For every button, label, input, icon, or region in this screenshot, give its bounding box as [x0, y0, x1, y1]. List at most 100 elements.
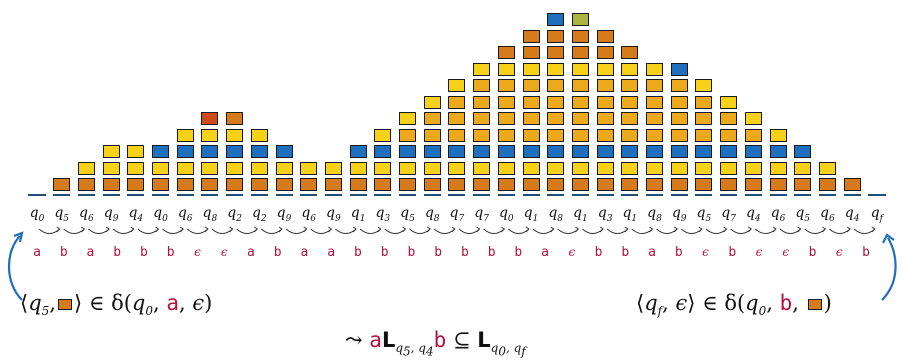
- transition-arc: [656, 228, 678, 234]
- formula-left-q: q: [28, 291, 42, 315]
- column-base: [596, 194, 614, 196]
- state-label: q5: [400, 205, 415, 224]
- transition-arc: [582, 228, 604, 234]
- right-curved-arrow-icon: [881, 237, 897, 301]
- stack-symbol: [176, 128, 194, 142]
- arrowhead-icon: [56, 226, 61, 233]
- column-base: [818, 194, 836, 196]
- arrowhead-icon: [451, 226, 456, 233]
- stack-symbol: [571, 161, 589, 175]
- column-base: [201, 194, 219, 196]
- input-letter: b: [460, 245, 469, 260]
- stack-symbol: [646, 145, 663, 158]
- stack-symbol: [152, 145, 169, 158]
- state-label: q9: [103, 205, 119, 224]
- column-base: [473, 194, 491, 196]
- column-base: [374, 194, 392, 196]
- column-base: [794, 194, 812, 196]
- transition-arc: [285, 228, 307, 234]
- stack-symbol: [399, 145, 416, 158]
- transition-arc: [631, 228, 653, 234]
- stack-symbol: [818, 178, 836, 191]
- input-letter: b: [862, 245, 870, 260]
- transition-arc: [186, 228, 209, 234]
- stack-symbol: [571, 29, 589, 43]
- stack-symbol: [769, 145, 787, 158]
- formula-right-eps: ϵ: [675, 291, 688, 315]
- axis-end-line: [28, 194, 46, 196]
- stack-symbol: [571, 178, 589, 191]
- state-label: qf: [870, 205, 883, 224]
- stack-symbol: [448, 112, 466, 125]
- stack-symbol: [250, 145, 268, 158]
- stack-symbol: [77, 161, 95, 175]
- stack-symbol: [596, 95, 614, 109]
- column-base: [152, 194, 169, 196]
- stack-symbol: [670, 112, 688, 125]
- transition-arc: [63, 228, 85, 234]
- stack-symbol: [571, 46, 589, 59]
- formula-left-q0: q: [131, 291, 146, 315]
- column-base: [102, 194, 120, 196]
- formula-right-q0sub: 0: [758, 304, 767, 319]
- transition-arc: [409, 228, 431, 234]
- stack-symbol: [596, 178, 614, 191]
- column-base: [695, 194, 713, 196]
- column-base: [769, 194, 787, 196]
- stack-symbol: [547, 128, 565, 142]
- state-label: q2: [227, 205, 242, 224]
- column-base: [571, 194, 589, 196]
- stack-symbol: [176, 161, 194, 175]
- stack-symbol: [695, 178, 713, 191]
- state-label: q0: [498, 205, 514, 224]
- stack-symbol: [670, 62, 688, 76]
- stack-symbol: [423, 145, 441, 158]
- stack-symbol: [794, 145, 812, 158]
- stack-symbol: [226, 128, 244, 142]
- stack-symbol: [399, 178, 416, 191]
- arrowhead-icon: [352, 226, 357, 233]
- input-letter: b: [407, 245, 416, 260]
- state-label: q3: [375, 205, 391, 224]
- column-base: [250, 194, 268, 196]
- stack-symbol: [621, 95, 639, 109]
- stack-symbol: [522, 161, 540, 175]
- formula-bottom: ⤳ aLq5, q4b ⊆ Lq0, qf: [345, 328, 526, 359]
- state-label: q8: [424, 205, 440, 224]
- column-base: [53, 194, 71, 196]
- stack-symbol: [423, 128, 441, 142]
- stack-symbol: [374, 128, 392, 142]
- stack-symbol: [473, 95, 491, 109]
- input-letter: b: [380, 245, 389, 260]
- stack-symbol: [399, 128, 416, 142]
- transition-arc: [680, 228, 703, 234]
- stack-symbol: [547, 29, 565, 43]
- formula-bottom-L1: L: [381, 328, 396, 352]
- formula-bottom-L1-sep: ,: [410, 341, 419, 356]
- formula-right-close: ): [823, 291, 832, 315]
- stack-symbol: [374, 178, 392, 191]
- stack-symbol: [818, 161, 836, 175]
- arrowhead-icon: [328, 226, 333, 233]
- stack-symbol: [275, 145, 293, 158]
- stack-symbol: [127, 178, 145, 191]
- state-label: q5: [795, 205, 811, 224]
- input-letter: b: [113, 245, 122, 260]
- stack-symbol: [423, 161, 441, 175]
- state-label: q4: [844, 205, 860, 224]
- transition-arc: [755, 228, 777, 234]
- stack-symbol: [571, 95, 589, 109]
- input-letter: a: [247, 245, 255, 260]
- column-base: [448, 194, 466, 196]
- stack-symbol: [300, 178, 318, 191]
- stack-symbol: [744, 112, 762, 125]
- stack-symbol: [522, 145, 540, 158]
- arrowhead-icon: [525, 226, 530, 233]
- arrowhead-icon: [204, 226, 209, 233]
- stack-symbol: [547, 178, 565, 191]
- formula-right: ⟨qf, ϵ⟩ ∈ δ(q0, b, ): [636, 291, 832, 318]
- transition-arc: [88, 228, 110, 234]
- column-base: [744, 194, 762, 196]
- stack-symbol: [621, 145, 639, 158]
- stack-symbol: [300, 161, 318, 175]
